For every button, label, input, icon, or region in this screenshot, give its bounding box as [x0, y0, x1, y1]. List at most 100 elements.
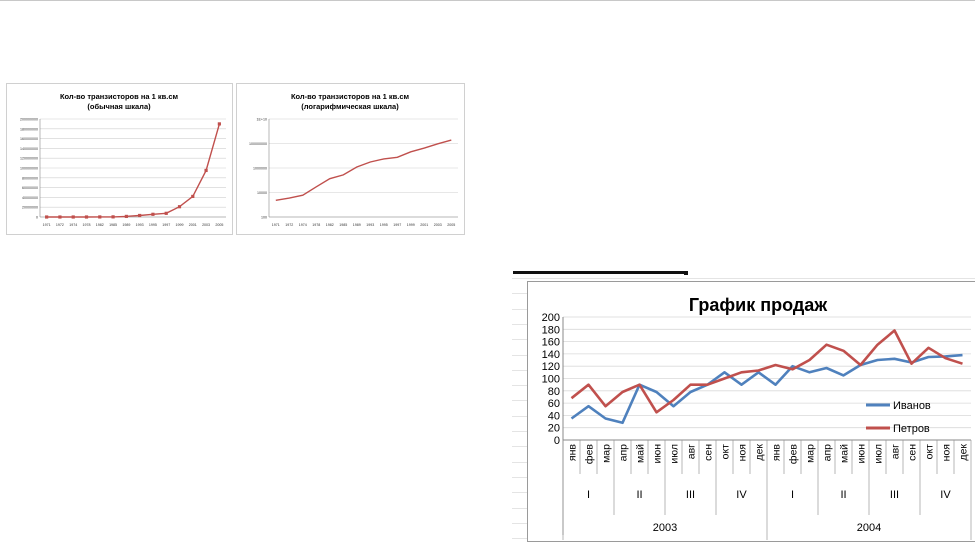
- x-tick-label: 2003: [434, 223, 442, 227]
- x-tick-label: 1985: [339, 223, 347, 227]
- month-label: дек: [754, 444, 766, 461]
- data-point: [138, 213, 142, 218]
- y-tick-label: 180000000: [20, 127, 38, 131]
- y-tick-label: 100000000: [20, 167, 38, 171]
- month-label: июл: [669, 444, 681, 464]
- chart-title-line1: Кол-во транзисторов на 1 кв.см: [60, 92, 179, 101]
- month-label: сен: [907, 444, 919, 461]
- y-tick-label: 1E+10: [257, 118, 268, 122]
- y-tick-label: 10000: [257, 191, 267, 195]
- x-tick-label: 2005: [215, 223, 223, 227]
- y-tick-label: 180: [542, 324, 560, 336]
- month-label: июн: [856, 444, 868, 464]
- chart-title-line2: (обычная шкала): [87, 102, 151, 111]
- month-label: мар: [601, 444, 613, 463]
- data-point: [84, 215, 89, 219]
- transistor-chart-linear[interactable]: Кол-во транзисторов на 1 кв.см (обычная …: [6, 83, 233, 235]
- x-tick-label: 1989: [122, 223, 130, 227]
- month-label: сен: [703, 444, 715, 461]
- quarter-label: IV: [736, 489, 747, 501]
- quarter-label: IV: [940, 489, 951, 501]
- y-tick-label: 160: [542, 337, 560, 349]
- x-tick-label: 2001: [189, 223, 197, 227]
- data-point: [191, 194, 195, 199]
- x-tick-label: 1995: [380, 223, 388, 227]
- x-tick-label: 1999: [407, 223, 415, 227]
- data-point: [151, 212, 155, 216]
- month-label: янв: [771, 444, 783, 461]
- data-point: [98, 215, 102, 219]
- x-tick-label: 1974: [69, 223, 77, 227]
- spreadsheet-area: График продаж 0 20 40 60 80 100 120 140 160 180 20…: [512, 270, 975, 542]
- month-label: июн: [652, 444, 664, 464]
- month-label: апр: [822, 444, 834, 462]
- x-tick-label: 1971: [272, 223, 280, 227]
- y-tick-label: 100000000: [249, 142, 267, 146]
- y-tick-label: 20: [548, 423, 560, 435]
- x-tick-label: 1985: [109, 223, 117, 227]
- x-tick-label: 1993: [136, 223, 144, 227]
- chart-title-line2: (логарифмическая шкала): [301, 102, 399, 111]
- x-tick-label: 1971: [43, 223, 51, 227]
- series-line-petrov: [570, 329, 963, 414]
- x-tick-label: 2001: [420, 223, 428, 227]
- sales-chart-svg: График продаж 02040608010012014016018020…: [542, 295, 972, 540]
- x-tick-label: 1997: [393, 223, 401, 227]
- year-label: 2004: [857, 522, 881, 534]
- quarter-label: II: [636, 489, 642, 501]
- top-divider: [0, 0, 975, 1]
- data-point: [217, 122, 221, 126]
- data-point: [71, 215, 75, 219]
- cell-fill-handle[interactable]: [684, 271, 688, 275]
- y-tick-label: 20000000: [22, 206, 38, 210]
- month-label: апр: [618, 444, 630, 462]
- sales-chart[interactable]: График продаж 0 20 40 60 80 100 120 140 160 180 20…: [527, 281, 975, 542]
- month-label: фев: [584, 444, 596, 464]
- chart-title: График продаж: [689, 295, 827, 315]
- month-label: июл: [873, 444, 885, 464]
- month-label: ноя: [941, 444, 953, 461]
- y-tick-label: 100: [261, 216, 267, 220]
- month-label: фев: [788, 444, 800, 464]
- y-tick-label: 1000000: [253, 167, 267, 171]
- x-tick-label: 1978: [83, 223, 91, 227]
- quarter-label: I: [791, 489, 794, 501]
- y-tick-label: 200: [542, 312, 560, 324]
- y-tick-label: 140000000: [20, 147, 38, 151]
- x-tick-label: 1972: [56, 223, 64, 227]
- y-tick-label: 80: [548, 386, 560, 398]
- data-point: [177, 205, 182, 209]
- x-tick-label: 1999: [176, 223, 184, 227]
- legend-label: Иванов: [893, 400, 931, 412]
- y-tick-label: 120: [542, 361, 560, 373]
- year-label: 2003: [653, 522, 677, 534]
- y-tick-label: 160000000: [20, 137, 38, 141]
- x-tick-label: 1982: [326, 223, 334, 227]
- x-tick-label: 2005: [447, 223, 455, 227]
- month-label: янв: [567, 444, 579, 461]
- transistor-chart-log[interactable]: Кол-во транзисторов на 1 кв.см (логарифм…: [236, 83, 465, 235]
- quarter-label: III: [890, 489, 899, 501]
- quarter-label: I: [587, 489, 590, 501]
- transistor-chart-log-svg: Кол-во транзисторов на 1 кв.см (логарифм…: [249, 92, 458, 227]
- month-label: авг: [686, 444, 698, 459]
- x-tick-label: 1972: [285, 223, 293, 227]
- y-tick-label: 0: [554, 435, 560, 447]
- y-tick-label: 0: [36, 216, 38, 220]
- month-label: авг: [890, 444, 902, 459]
- chart-title-line1: Кол-во транзисторов на 1 кв.см: [291, 92, 410, 101]
- data-point: [58, 215, 62, 219]
- x-tick-label: 1995: [149, 223, 157, 227]
- x-tick-label: 1982: [96, 223, 104, 227]
- month-label: май: [635, 444, 647, 463]
- data-point: [204, 168, 208, 173]
- y-tick-label: 100: [542, 374, 560, 386]
- y-tick-label: 200000000: [20, 118, 38, 122]
- x-tick-label: 1993: [366, 223, 374, 227]
- legend-label: Петров: [893, 423, 930, 435]
- data-point: [45, 215, 49, 219]
- data-point: [124, 214, 128, 219]
- y-tick-label: 40000000: [22, 196, 38, 200]
- month-label: дек: [958, 444, 970, 461]
- y-tick-label: 40: [548, 410, 560, 422]
